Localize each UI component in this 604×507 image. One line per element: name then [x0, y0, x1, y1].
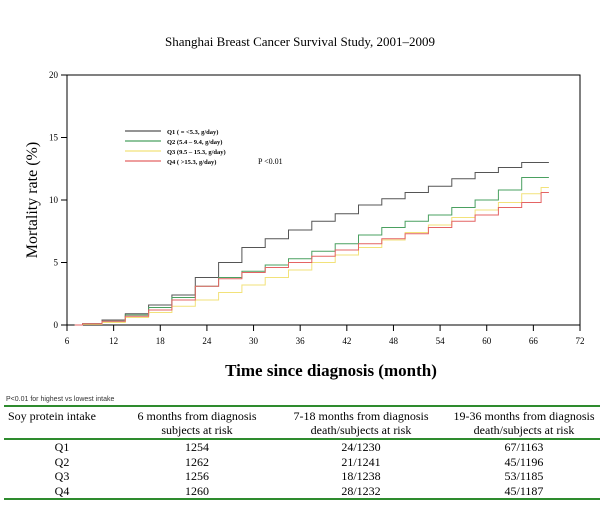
header-6-months: 6 months from diagnosis subjects at risk: [120, 406, 274, 440]
series-line-q2: [74, 177, 549, 326]
table-row: Q1 1254 24/1230 67/1163: [4, 439, 600, 455]
header-19-36-months: 19-36 months from diagnosis death/subjec…: [448, 406, 600, 440]
x-tick-label: 6: [65, 336, 70, 346]
series-line-q1: [74, 162, 549, 326]
p-value-annotation: P <0.01: [258, 157, 283, 166]
series-lines: [74, 162, 549, 326]
risk-table: Soy protein intake 6 months from diagnos…: [4, 405, 600, 500]
legend-label-q3: Q3 (9.5 – 15.3, g/day): [167, 149, 226, 156]
y-tick-label: 5: [54, 258, 59, 268]
legend-label-q1: Q1 ( = <5.3, g/day): [167, 129, 218, 136]
x-axis: 6 12 18 24 30 36 42 48 54 60 66 72: [65, 325, 585, 346]
legend-label-q2: Q2 (5.4 – 9.4, g/day): [167, 139, 222, 146]
plot-frame: [66, 74, 581, 326]
table-cell: 1260: [120, 483, 274, 500]
table-row: Q2 1262 21/1241 45/1196: [4, 455, 600, 470]
table-cell: 24/1230: [341, 440, 381, 454]
table-cell: 28/1232: [274, 483, 448, 500]
y-tick-label: 20: [49, 70, 59, 80]
x-tick-label: 18: [156, 336, 166, 346]
legend: Q1 ( = <5.3, g/day) Q2 (5.4 – 9.4, g/day)…: [125, 129, 226, 166]
x-tick-label: 48: [389, 336, 399, 346]
x-tick-label: 24: [202, 336, 212, 346]
table-cell: Q1: [54, 440, 70, 454]
table-cell: 21/1241: [341, 454, 381, 469]
risk-table-header-row: Soy protein intake 6 months from diagnos…: [4, 406, 600, 440]
chart-title: Shanghai Breast Cancer Survival Study, 2…: [165, 34, 435, 49]
table-row: Q3 1256 18/1238 53/1185: [4, 469, 600, 484]
table-cell: 53/1185: [504, 469, 544, 483]
table-cell: 1256: [185, 469, 209, 483]
footnote: P<0.01 for highest vs lowest intake: [6, 396, 115, 403]
x-tick-label: 54: [436, 336, 446, 346]
mortality-chart: Shanghai Breast Cancer Survival Study, 2…: [24, 34, 585, 380]
y-axis-label: Mortality rate (%): [24, 142, 41, 258]
x-tick-label: 66: [529, 336, 539, 346]
table-cell: Q3: [54, 469, 70, 483]
legend-label-q4: Q4 ( >15.3, g/day): [167, 159, 216, 166]
table-cell: 18/1238: [341, 469, 381, 483]
x-tick-label: 72: [576, 336, 585, 346]
table-row: Q4 1260 28/1232 45/1187: [4, 483, 600, 500]
x-axis-label: Time since diagnosis (month): [225, 361, 437, 380]
series-line-q4: [74, 192, 549, 326]
header-7-18-months: 7-18 months from diagnosis death/subject…: [274, 406, 448, 440]
header-intake: Soy protein intake: [4, 406, 120, 440]
table-cell: 45/1196: [504, 454, 544, 469]
table-cell: 1262: [185, 454, 209, 469]
table-cell: Q2: [54, 454, 70, 469]
x-tick-label: 42: [342, 336, 351, 346]
x-tick-label: 36: [296, 336, 306, 346]
table-cell: 45/1187: [448, 483, 600, 500]
y-axis: 0 5 10 15 20: [49, 70, 67, 330]
x-tick-label: 30: [249, 336, 259, 346]
table-cell: Q4: [4, 483, 120, 500]
x-tick-label: 60: [482, 336, 492, 346]
x-tick-label: 12: [109, 336, 118, 346]
y-tick-label: 0: [54, 320, 59, 330]
y-tick-label: 10: [49, 195, 59, 205]
y-tick-label: 15: [49, 133, 59, 143]
table-cell: 1254: [185, 440, 209, 454]
table-cell: 67/1163: [504, 440, 544, 454]
